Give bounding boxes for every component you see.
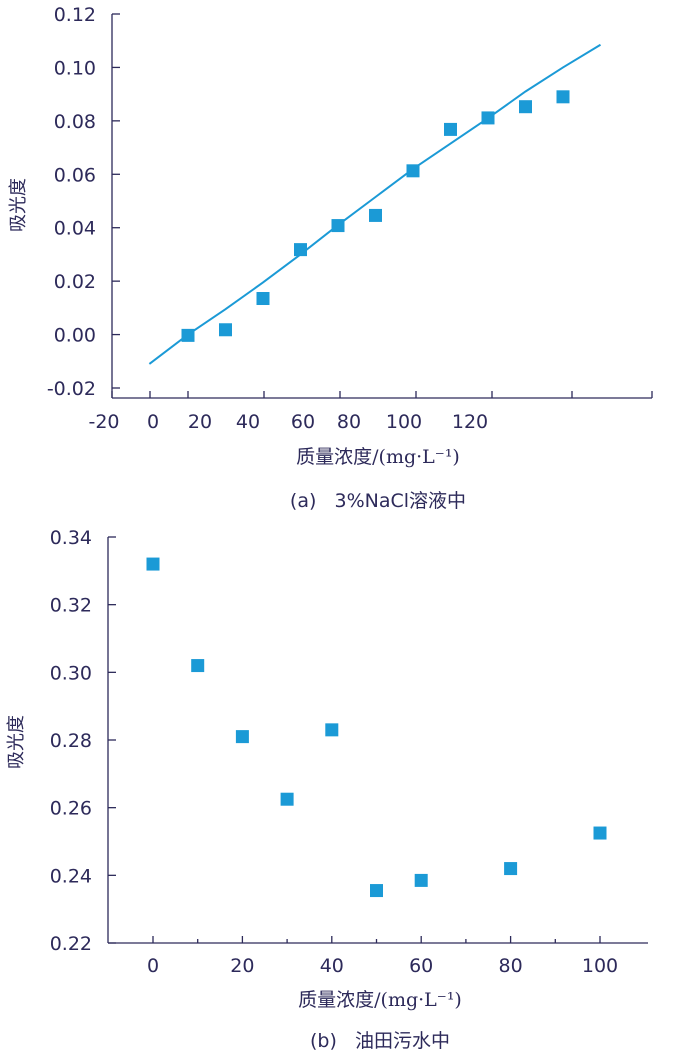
chart-b-y-tick-label: 0.28 — [50, 730, 92, 752]
chart-b-y-tick-label: 0.26 — [50, 798, 92, 820]
chart-b-y-tick-label: 0.24 — [50, 865, 92, 887]
chart-b-x-tick-label: 100 — [582, 955, 618, 977]
chart-b-y-tick-label: 0.22 — [50, 933, 92, 955]
chart-a-data-point — [444, 122, 457, 136]
chart-a-data-point — [256, 292, 270, 306]
chart-b-data-point — [370, 884, 383, 898]
chart-b-caption: (b) 油田污水中 — [310, 1030, 450, 1052]
chart-a-x-tick-label: 120 — [452, 411, 488, 433]
chart-a-x-tick-label: 100 — [386, 411, 422, 433]
chart-a-y-tick-label: 0.02 — [54, 271, 96, 293]
chart-a-data-point — [406, 164, 420, 178]
chart-b-data-point — [504, 862, 518, 876]
chart-a-x-tick-label: 20 — [188, 411, 212, 433]
chart-b-data-point — [191, 659, 205, 673]
chart-b-data-point — [280, 792, 294, 806]
chart-a-caption: (a) 3%NaCl溶液中 — [290, 490, 466, 512]
chart-a-data-point — [331, 219, 345, 233]
chart-a-y-tick-label: 0.10 — [54, 57, 96, 79]
chart-b-y-tick-label: 0.30 — [50, 662, 92, 684]
chart-a-data-point — [519, 100, 532, 114]
chart-b-data-point — [235, 730, 249, 744]
chart-b-y-tick-label: 0.34 — [50, 527, 92, 549]
chart-b-axes — [107, 537, 648, 944]
chart-a-y-tick-label: 0.00 — [54, 325, 96, 347]
chart-a-y-tick-label: 0.06 — [54, 164, 96, 186]
chart-a-data-point — [294, 243, 307, 257]
chart-b-y-axis-label: 吸光度 — [6, 715, 27, 769]
chart-a-y-tick-label: -0.02 — [47, 378, 96, 400]
chart-a-y-tick-label: 0.04 — [54, 218, 96, 240]
chart-b-x-tick-label: 60 — [409, 955, 433, 977]
chart-a-x-tick-label: -20 — [88, 411, 119, 433]
chart-a-data-point — [369, 208, 382, 222]
chart-a-x-tick-label: 60 — [291, 411, 315, 433]
chart-b-x-tick-label: 20 — [230, 955, 254, 977]
chart-b-data-point — [325, 723, 339, 737]
chart-a-x-tick-label: 80 — [337, 411, 361, 433]
chart-a-data-point — [219, 323, 232, 337]
chart-a: -0.02 0.00 0.02 0.04 0.06 0.08 0.10 0.12 -20 0 20… — [8, 4, 653, 512]
chart-a-data-point — [556, 90, 570, 104]
chart-a-x-tick-label: 40 — [236, 411, 260, 433]
chart-a-x-tick-label: 0 — [147, 411, 159, 433]
chart-b-data-point — [146, 557, 160, 571]
chart-b-x-tick-label: 40 — [320, 955, 344, 977]
chart-a-data-point — [181, 328, 195, 342]
chart-a-data-point — [481, 111, 495, 125]
chart-a-y-tick-label: 0.08 — [54, 111, 96, 133]
chart-b: 0.22 0.24 0.26 0.28 0.30 0.32 0.34 0 20 40 60 80 10… — [6, 527, 648, 1052]
chart-b-y-tick-label: 0.32 — [50, 595, 92, 617]
chart-a-y-axis-label: 吸光度 — [8, 178, 29, 232]
chart-a-y-tick-label: 0.12 — [54, 4, 96, 26]
chart-b-x-axis-label: 质量浓度/(mg·L⁻¹) — [298, 989, 462, 1011]
chart-b-data-point — [414, 873, 428, 887]
chart-a-fit-line — [148, 43, 602, 365]
chart-b-x-tick-label: 80 — [499, 955, 523, 977]
chart-a-x-axis-label: 质量浓度/(mg·L⁻¹) — [296, 446, 460, 468]
chart-b-x-tick-label: 0 — [147, 955, 159, 977]
chart-b-data-point — [593, 826, 607, 840]
